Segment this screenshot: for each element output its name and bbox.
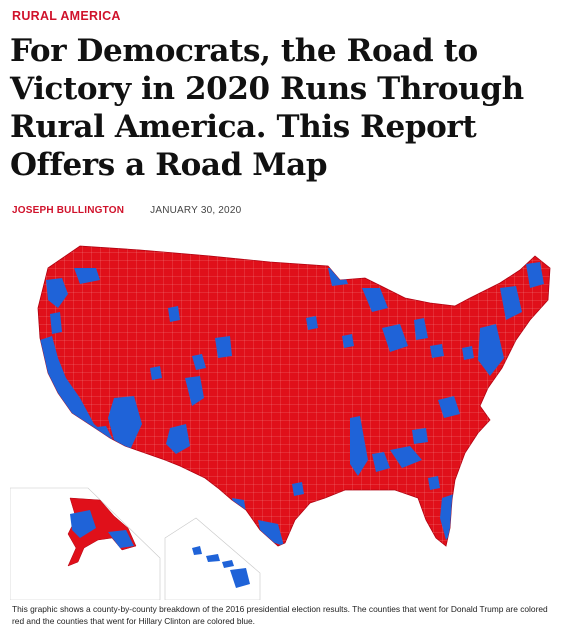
county-election-map [10,228,565,600]
hawaii-island-2 [206,554,220,562]
author-link[interactable]: JOSEPH BULLINGTON [12,205,125,216]
category-label[interactable]: RURAL AMERICA [12,9,121,23]
hawaii-island-big [230,568,250,588]
hawaii-island-1 [192,546,202,555]
byline: JOSEPH BULLINGTON JANUARY 30, 2020 [12,205,241,216]
clinton-counties [40,262,544,546]
headline: For Democrats, the Road to Victory in 20… [10,33,524,183]
alaska-blue-area [70,510,96,538]
alaska-blue-area-2 [108,530,134,548]
hawaii-inset [164,517,261,600]
alaska-inset [10,487,161,600]
map-svg [10,245,551,600]
hawaii-island-3 [222,560,234,568]
map-caption: This graphic shows a county-by-county br… [12,604,548,626]
publish-date: JANUARY 30, 2020 [150,205,242,216]
